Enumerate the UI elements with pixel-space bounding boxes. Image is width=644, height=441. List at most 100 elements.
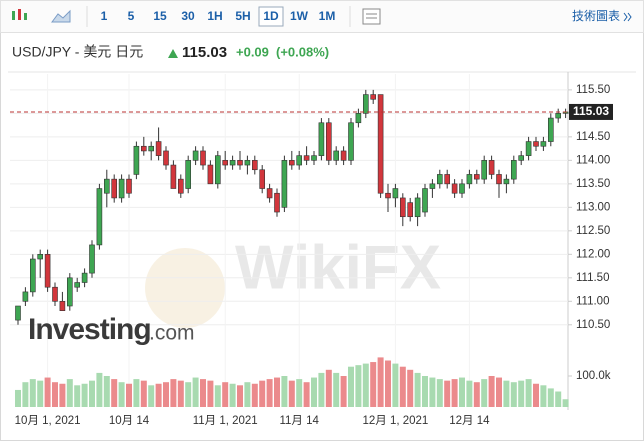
- volume-bar: [37, 380, 44, 407]
- volume-bar: [266, 379, 273, 407]
- y-tick-label: 110.50: [576, 319, 610, 331]
- volume-bar: [429, 377, 436, 407]
- candle-body: [52, 286, 58, 302]
- candle-body: [89, 244, 95, 274]
- price: 115.03: [182, 44, 227, 61]
- interval-button[interactable]: 1M: [319, 9, 336, 23]
- candle-body: [555, 113, 562, 119]
- candle-body: [118, 178, 125, 199]
- tools-link[interactable]: 技術圖表: [572, 9, 620, 23]
- candle-body: [104, 178, 110, 194]
- interval-button[interactable]: 1D: [263, 9, 279, 23]
- volume-bar: [407, 369, 414, 407]
- x-tick-label: 11月 1, 2021: [193, 415, 258, 427]
- candle-body: [385, 192, 391, 199]
- x-tick-label: 10月 14: [109, 415, 150, 427]
- volume-bar: [229, 383, 236, 407]
- x-tick-label: 11月 14: [279, 415, 319, 427]
- interval-button[interactable]: 1: [101, 9, 108, 23]
- volume-bar: [481, 379, 488, 407]
- x-tick-label: 12月 14: [449, 415, 490, 427]
- interval-button[interactable]: 1H: [207, 9, 222, 23]
- volume-bar: [303, 382, 310, 407]
- candle-icon[interactable]: [12, 9, 27, 20]
- candle-body: [392, 188, 399, 199]
- candle-body: [44, 254, 51, 288]
- candle-body: [67, 277, 73, 307]
- candle-body: [518, 155, 525, 161]
- y-tick-label: 114.00: [576, 154, 610, 166]
- interval-button[interactable]: 5: [128, 9, 135, 23]
- candle-body: [37, 254, 44, 260]
- interval-button[interactable]: 1W: [290, 9, 309, 23]
- volume-bar: [133, 379, 140, 407]
- volume-bar: [355, 365, 362, 407]
- volume-bar: [96, 372, 103, 407]
- candle-body: [303, 155, 310, 161]
- candle-body: [533, 141, 539, 147]
- candle-body: [422, 188, 428, 213]
- volume-bar: [451, 379, 458, 407]
- volume-bar: [392, 363, 399, 407]
- candle-body: [163, 150, 169, 166]
- volume-bar: [436, 379, 443, 407]
- volume-bar: [192, 377, 199, 407]
- up-arrow: [168, 49, 178, 58]
- candle-body: [252, 160, 258, 171]
- x-tick-label: 10月 1, 2021: [15, 415, 81, 427]
- interval-button[interactable]: 15: [153, 9, 167, 23]
- candle-body: [155, 141, 162, 156]
- watermark: WikiFX: [145, 233, 441, 328]
- candle-body: [192, 150, 199, 161]
- candle-body: [503, 178, 510, 185]
- y-tick-label: 113.00: [576, 201, 610, 213]
- volume-bar: [244, 382, 251, 407]
- candle-body: [141, 145, 147, 152]
- volume-bar: [29, 379, 36, 407]
- candle-body: [414, 197, 421, 218]
- candle-body: [29, 258, 36, 293]
- candle-body: [540, 141, 547, 147]
- investing-logo-suffix: .com: [149, 322, 195, 345]
- candle-body: [510, 160, 517, 180]
- volume-bar: [259, 380, 266, 407]
- volume-bar: [288, 380, 295, 407]
- area-icon[interactable]: [51, 9, 71, 23]
- candle-body: [399, 197, 406, 218]
- candle-body: [318, 122, 325, 156]
- volume-bar: [318, 372, 325, 407]
- volume-bar: [348, 366, 354, 407]
- candle-body: [170, 164, 177, 189]
- volume-bar: [540, 385, 547, 407]
- volume-bar: [414, 372, 421, 407]
- wikifx-watermark: WikiFX: [235, 233, 441, 302]
- volume-bar: [15, 389, 21, 407]
- volume-bar: [444, 380, 451, 407]
- volume-bar: [547, 388, 554, 407]
- candle-body: [96, 188, 103, 246]
- candle-body: [481, 160, 488, 180]
- volume-bar: [44, 377, 51, 407]
- candle-body: [133, 145, 140, 175]
- volume-bar: [340, 376, 347, 407]
- candle-body: [459, 183, 465, 194]
- volume-bar: [562, 399, 569, 407]
- candle-body: [178, 178, 184, 194]
- y-tick-label: 112.50: [576, 225, 610, 237]
- candle-body: [229, 160, 236, 166]
- volume-bar: [333, 372, 340, 407]
- volume-bar: [311, 377, 317, 407]
- y2-tick-label: 100.0k: [576, 370, 611, 382]
- interval-button[interactable]: 5H: [235, 9, 250, 23]
- interval-button[interactable]: 30: [181, 9, 195, 23]
- candle-body: [111, 178, 117, 199]
- candle-body: [259, 169, 266, 189]
- candle-body: [22, 291, 29, 302]
- volume-bar: [155, 383, 162, 407]
- volume-bar: [163, 382, 169, 407]
- volume-bar: [52, 382, 58, 407]
- indicator-icon[interactable]: [362, 8, 381, 25]
- volume-bar: [140, 380, 147, 407]
- candle-body: [451, 183, 458, 194]
